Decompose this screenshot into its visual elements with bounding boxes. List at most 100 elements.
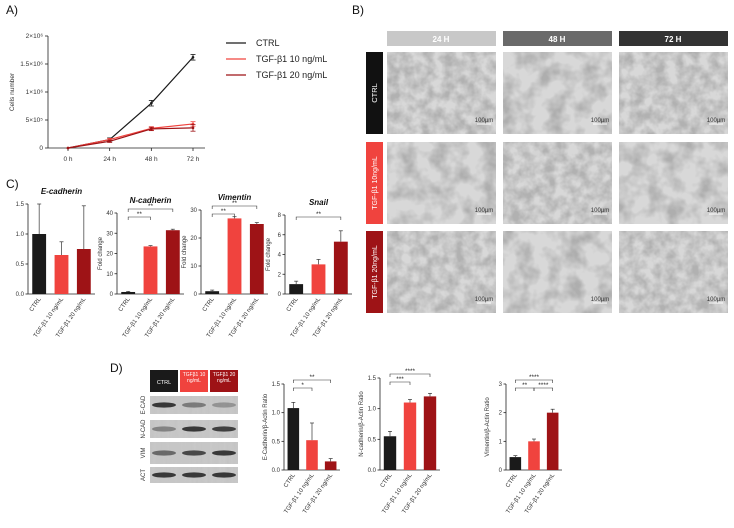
- scale-bar-label: 100µm: [475, 297, 493, 303]
- blot-row-label: VIM: [141, 448, 147, 459]
- y-tick-label: 2: [278, 272, 282, 278]
- y-tick-label: 0.5: [368, 437, 377, 443]
- bar-0: [509, 457, 522, 470]
- significance-bracket: [295, 216, 342, 220]
- significance-bracket: [211, 205, 258, 209]
- y-tick-label: 10: [106, 272, 113, 278]
- blot-band: [152, 426, 176, 432]
- bar-2: [333, 241, 348, 294]
- y-tick-label: 5×10⁵: [26, 117, 44, 124]
- panel-label-d: D): [110, 361, 123, 375]
- y-axis-label: Vimentin/β-Actin Ratio: [485, 397, 491, 457]
- y-tick-label: 1.5×10⁶: [20, 61, 43, 68]
- y-tick-label: 30: [106, 231, 113, 237]
- x-tick-label: CTRL: [380, 472, 394, 489]
- bar-0: [121, 291, 136, 294]
- blot-band: [212, 472, 236, 478]
- scale-bar-label: 100µm: [591, 208, 609, 214]
- micrograph-texture: [387, 231, 496, 313]
- significance-bracket: [533, 387, 553, 391]
- significance-label: **: [221, 208, 227, 215]
- chart-title: Snail: [309, 198, 329, 207]
- x-tick-label: CTRL: [505, 472, 519, 489]
- y-tick-label: 6: [278, 233, 282, 239]
- micrograph-r1-c1: 100µm: [503, 142, 612, 224]
- blot-header-tgf20: [210, 370, 238, 392]
- micrograph-r1-c0: 100µm: [387, 142, 496, 224]
- micrograph-texture: [503, 231, 612, 313]
- bar-0: [287, 408, 300, 470]
- micrograph-texture: [387, 52, 496, 134]
- y-tick-label: 0.0: [368, 468, 377, 474]
- y-tick-label: 40: [106, 211, 113, 217]
- data-point: [66, 146, 70, 150]
- blot-band: [182, 450, 206, 456]
- data-point: [191, 55, 195, 59]
- bar-2: [165, 230, 180, 294]
- y-tick-label: 3: [499, 382, 503, 388]
- blot-header-tgf10: [180, 370, 208, 392]
- blot-band: [212, 450, 236, 456]
- blot-band: [212, 426, 236, 432]
- y-tick-label: 1.5: [16, 202, 25, 208]
- bar-1: [403, 402, 417, 470]
- significance-bracket: [211, 213, 235, 217]
- y-tick-label: 1.5: [272, 382, 281, 388]
- legend-label-ctrl: CTRL: [256, 38, 280, 48]
- panel-a-legend: CTRL TGF-β1 10 ng/mL TGF-β1 20 ng/mL: [226, 38, 327, 80]
- y-tick-label: 8: [278, 213, 282, 219]
- panel-a-growth-chart: 0 5×10⁵ 1×10⁶ 1.5×10⁶ 2×10⁶ 0 h 24 h 48 h 72 h Ce…: [9, 33, 205, 163]
- scale-bar-label: 100µm: [475, 118, 493, 124]
- micrograph-texture: [387, 142, 496, 224]
- blot-strips: E-CAD N-CAD VIM ACT: [141, 395, 238, 483]
- row-header-tgf20: [366, 231, 383, 313]
- y-tick-label: 2×10⁶: [26, 33, 44, 40]
- y-tick-label: 0.5: [16, 262, 25, 268]
- blot-header-tgf10-label: TGFβ1 10 ng/mL: [182, 372, 206, 384]
- column-header-48h: [503, 31, 612, 46]
- y-tick-label: 0.5: [272, 439, 281, 445]
- column-header-48h-label: 48 H: [549, 35, 566, 44]
- y-tick-label: 1.0: [368, 407, 377, 413]
- y-tick-label: 0: [278, 292, 282, 298]
- chart-D1: 0.0 0.5 1.0 1.5E-Cadherin/β-Actin Ratio CTRL…: [263, 374, 340, 515]
- blot-header-ctrl-label: CTRL: [157, 380, 171, 386]
- micrograph-texture: [619, 142, 728, 224]
- y-axis-label: E-Cadherin/β-Actin Ratio: [263, 393, 269, 460]
- bar-1: [227, 218, 242, 294]
- x-tick-label: CTRL: [286, 296, 300, 313]
- y-tick-label: 0: [499, 468, 503, 474]
- x-tick-label: 48 h: [145, 156, 158, 163]
- micrograph-r0-c1: 100µm: [503, 52, 612, 134]
- row-header-ctrl-label: CTRL: [370, 83, 379, 103]
- panel-d-densitometry-charts: 0.0 0.5 1.0 1.5E-Cadherin/β-Actin Ratio CTRL…: [263, 368, 562, 515]
- bar-0: [32, 234, 47, 294]
- blot-header-tgf20-label: TGFβ1 20 ng/mL: [212, 372, 236, 384]
- significance-label: ****: [538, 382, 549, 389]
- column-header-24h-label: 24 H: [433, 35, 450, 44]
- significance-label: **: [148, 203, 154, 210]
- micrograph-texture: [503, 52, 612, 134]
- significance-label: *: [301, 382, 304, 389]
- y-tick-label: 4: [278, 253, 282, 259]
- significance-label: ***: [396, 376, 404, 383]
- bar-1: [528, 441, 540, 470]
- micrograph-r1-c2: 100µm: [619, 142, 728, 224]
- micrograph-r0-c0: 100µm: [387, 52, 496, 134]
- micrograph-r0-c2: 100µm: [619, 52, 728, 134]
- bar-1: [143, 246, 158, 294]
- significance-label: ****: [529, 374, 540, 381]
- scale-bar-label: 100µm: [475, 208, 493, 214]
- micrograph-r2-c0: 100µm: [387, 231, 496, 313]
- y-axis-label: Cells number: [9, 72, 16, 111]
- y-tick-label: 2: [499, 411, 503, 417]
- significance-bracket: [293, 387, 313, 391]
- column-header-24h: [387, 31, 496, 46]
- x-tick-label: CTRL: [29, 296, 43, 313]
- row-header-tgf10: [366, 142, 383, 224]
